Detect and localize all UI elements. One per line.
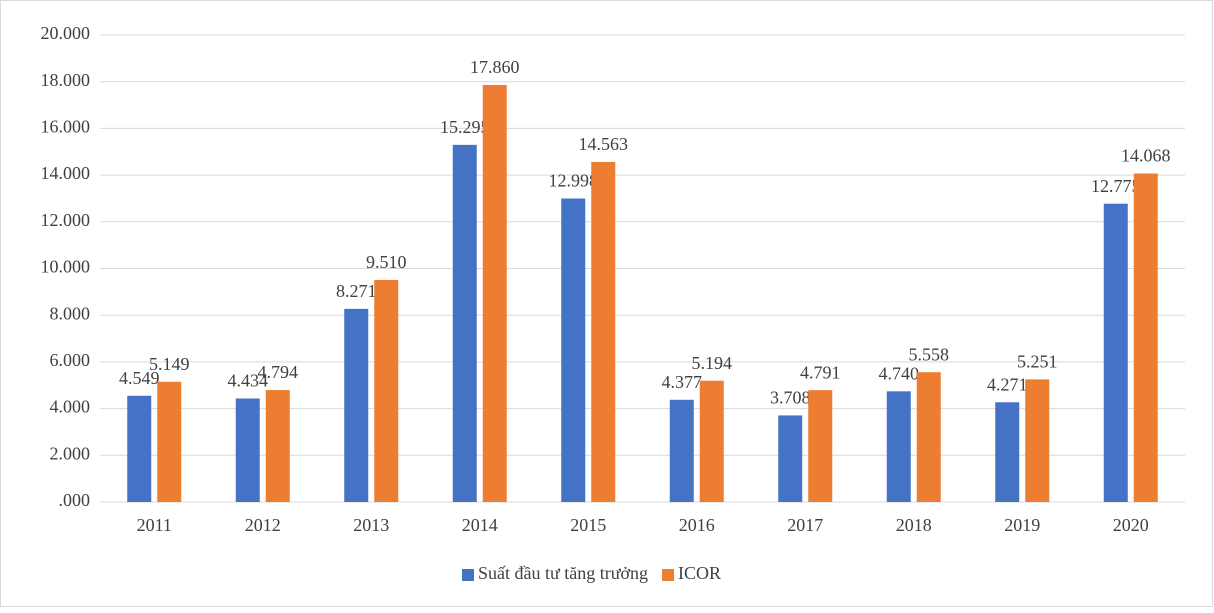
- bar: [669, 399, 694, 502]
- bar: [916, 372, 941, 502]
- x-tick-label: 2013: [353, 515, 389, 535]
- data-label: 4.377: [662, 372, 703, 392]
- bar: [699, 380, 724, 502]
- legend-swatch: [462, 569, 474, 581]
- bar: [1103, 203, 1128, 503]
- data-label: 4.434: [228, 371, 269, 391]
- x-tick-label: 2012: [245, 515, 281, 535]
- y-tick-label: 10.000: [41, 257, 91, 277]
- legend-label: ICOR: [678, 563, 721, 583]
- data-label: 14.563: [579, 134, 629, 154]
- bar: [127, 395, 152, 502]
- data-label: 12.998: [549, 171, 599, 191]
- bar: [886, 391, 911, 502]
- x-tick-label: 2016: [679, 515, 715, 535]
- y-tick-label: 4.000: [50, 397, 91, 417]
- bar: [157, 381, 182, 502]
- y-tick-label: .000: [59, 490, 91, 510]
- y-tick-label: 6.000: [50, 350, 91, 370]
- data-label: 4.791: [800, 362, 841, 382]
- bar: [778, 415, 803, 502]
- y-tick-label: 12.000: [41, 210, 91, 230]
- data-label: 5.194: [692, 353, 733, 373]
- bar: [265, 390, 290, 502]
- data-label: 4.740: [879, 363, 920, 383]
- data-label: 15.295: [440, 117, 490, 137]
- data-label: 12.775: [1091, 176, 1141, 196]
- x-tick-label: 2018: [896, 515, 932, 535]
- bar: [235, 398, 260, 502]
- bar: [1025, 379, 1050, 502]
- data-label: 4.549: [119, 368, 160, 388]
- y-tick-label: 14.000: [41, 163, 91, 183]
- data-label: 4.794: [258, 362, 299, 382]
- x-tick-label: 2019: [1004, 515, 1040, 535]
- bar: [1133, 173, 1158, 502]
- y-tick-label: 2.000: [50, 443, 91, 463]
- data-label: 5.251: [1017, 352, 1058, 372]
- y-tick-label: 16.000: [41, 117, 91, 137]
- y-tick-label: 18.000: [41, 70, 91, 90]
- bar: [995, 402, 1020, 502]
- bar: [591, 161, 616, 502]
- data-label: 5.558: [909, 344, 950, 364]
- y-tick-label: 8.000: [50, 303, 91, 323]
- legend-swatch: [662, 569, 675, 581]
- bar: [561, 198, 586, 502]
- data-label: 5.149: [149, 354, 190, 374]
- x-tick-label: 2015: [570, 515, 606, 535]
- bar: [808, 390, 833, 502]
- x-tick-label: 2011: [137, 515, 172, 535]
- bar: [344, 308, 369, 502]
- data-label: 9.510: [366, 252, 407, 272]
- y-tick-label: 20.000: [41, 23, 91, 43]
- x-tick-label: 2017: [787, 515, 823, 535]
- bar: [452, 144, 477, 502]
- x-tick-label: 2014: [462, 515, 498, 535]
- data-label: 4.271: [987, 374, 1028, 394]
- data-label: 17.860: [470, 57, 520, 77]
- legend-label: Suất đầu tư tăng trưởng: [478, 563, 648, 583]
- data-label: 8.271: [336, 281, 377, 301]
- data-label: 3.708: [770, 388, 811, 408]
- bar: [374, 279, 399, 502]
- x-tick-label: 2020: [1113, 515, 1149, 535]
- data-label: 14.068: [1121, 146, 1171, 166]
- bar: [482, 84, 507, 503]
